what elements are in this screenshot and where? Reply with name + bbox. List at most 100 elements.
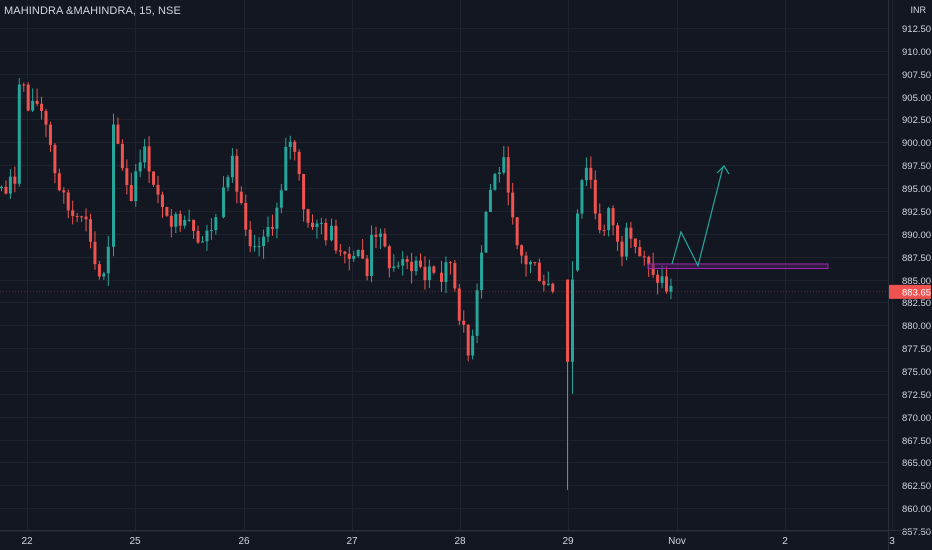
candle-up [427, 266, 431, 281]
candle-down [620, 241, 624, 257]
support-zone-box [647, 263, 829, 270]
last-price-badge [889, 284, 931, 299]
candle-up [106, 246, 110, 274]
candle-up [471, 335, 475, 356]
price-tick-label: 895.00 [902, 184, 931, 195]
candle-up [262, 236, 266, 247]
candle-up [31, 100, 35, 111]
candle-up [546, 283, 550, 285]
candle-down [156, 184, 160, 195]
candle-down [129, 185, 133, 202]
time-tick-label: Nov [668, 536, 686, 547]
candle-down [165, 207, 169, 216]
time-tick-label: 2 [782, 536, 788, 547]
projection-arrow[interactable] [671, 165, 730, 268]
candle-down [602, 230, 606, 232]
price-tick-label: 905.00 [902, 93, 931, 104]
symbol-title: MAHINDRA &MAHINDRA, 15, NSE [4, 5, 181, 17]
candle-up [17, 84, 21, 184]
price-tick-label: 867.50 [902, 436, 931, 447]
candle-up [214, 217, 218, 231]
price-tick-label: 885.00 [902, 276, 931, 287]
candle-down [44, 111, 48, 125]
candle-down [160, 194, 164, 208]
candle-up [576, 213, 579, 271]
price-tick-label: 860.00 [902, 504, 931, 515]
candle-up [226, 177, 230, 188]
candle-down [506, 157, 510, 193]
candle-up [480, 252, 484, 291]
candle-down [57, 173, 61, 191]
candle-up [497, 172, 501, 174]
support-zone-rectangle[interactable] [647, 263, 829, 270]
candle-down [361, 249, 365, 259]
candle-down [642, 256, 646, 258]
price-tick-label: 857.50 [902, 527, 931, 538]
time-tick-label: 28 [454, 536, 466, 547]
candle-up [370, 234, 374, 276]
candle-down [665, 276, 668, 292]
candle-down [53, 144, 57, 174]
candle-down [270, 227, 274, 229]
candle-up [356, 249, 360, 257]
candle-up [257, 246, 261, 248]
candle-down [116, 124, 120, 144]
candle-down [633, 238, 637, 247]
candle-down [551, 283, 555, 292]
candle-up [392, 266, 396, 269]
candle-up [444, 262, 448, 282]
candle-down [647, 256, 651, 265]
candle-down [147, 146, 151, 172]
candle-up [401, 259, 405, 266]
candle-down [598, 213, 602, 231]
price-tick-label: 892.50 [902, 207, 931, 218]
candle-up [319, 222, 323, 224]
candle-down [48, 124, 52, 145]
candle-up [102, 273, 106, 277]
candle-down [593, 179, 597, 214]
last-price-value: 883.65 [902, 287, 931, 298]
candle-up [230, 155, 234, 178]
candle-down [235, 155, 239, 192]
candle-up [201, 241, 204, 243]
price-tick-label: 900.00 [902, 138, 931, 149]
last-price-label: 883.65 [0, 284, 931, 299]
candle-down [120, 143, 124, 169]
time-axis[interactable]: 22 25 26 27 28 29 Nov 2 3 [0, 530, 932, 548]
candle-up [187, 219, 191, 221]
candle-down [638, 246, 642, 257]
candle-up [488, 189, 492, 212]
candle-down [462, 320, 466, 325]
time-tick-label: 22 [21, 536, 33, 547]
candle-up [584, 167, 588, 181]
candle-up [266, 227, 270, 237]
candle-down [453, 263, 457, 289]
candle-down [448, 262, 452, 264]
candle-down [192, 219, 196, 231]
candle-down [466, 324, 470, 356]
candle-up [414, 260, 418, 272]
candle-up [475, 290, 479, 336]
candle-down [125, 168, 129, 186]
candle-down [419, 260, 422, 267]
price-tick-label: 887.50 [902, 253, 931, 264]
candle-down [196, 230, 200, 243]
candle-down [432, 266, 436, 273]
candle-up [484, 211, 488, 253]
candle-up [669, 285, 673, 292]
candle-down [656, 274, 660, 283]
price-tick-label: 912.50 [902, 24, 931, 35]
candle-down [387, 246, 391, 269]
candle-down [405, 259, 409, 262]
candle-up [660, 276, 664, 283]
price-tick-label: 872.50 [902, 390, 931, 401]
candle-up [0, 186, 3, 189]
candle-up [396, 265, 400, 267]
price-axis[interactable]: 912.50 910.00 907.50 905.00 902.50 900.00 897.… [888, 0, 932, 550]
candle-up [143, 146, 147, 163]
candle-up [493, 173, 497, 190]
candle-up [378, 233, 382, 237]
candle-down [629, 227, 633, 239]
